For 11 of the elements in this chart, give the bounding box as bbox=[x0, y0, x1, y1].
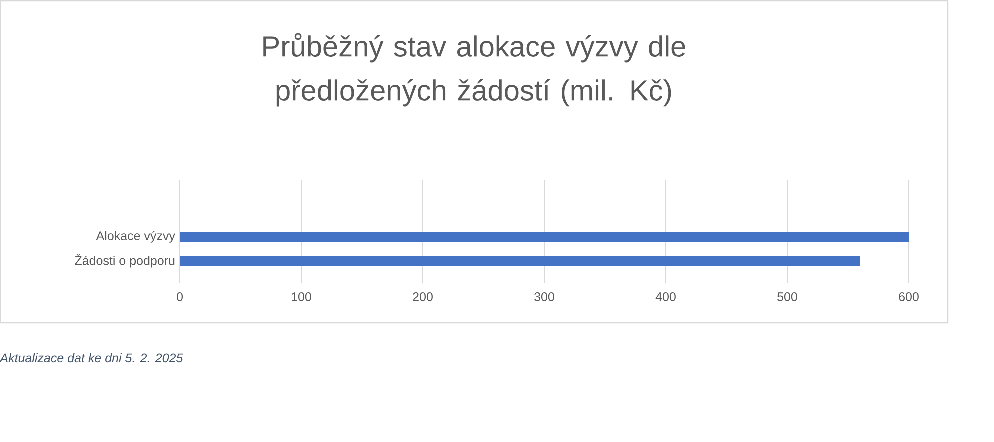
text: Aktualizace dat ke dni 5. 2. 2025 bbox=[0, 353, 184, 363]
x-tick-label: 200 bbox=[413, 292, 433, 302]
x-tick-label: 300 bbox=[534, 292, 554, 302]
x-tick-label: 0 bbox=[177, 292, 183, 302]
y-tick-label: Alokace výzvy bbox=[96, 231, 176, 243]
y-tick-label: Žádosti o podporu bbox=[75, 254, 175, 268]
chart-title: Průběžný stav alokace výzvy dle předložených žádostí (mil. Kč) bbox=[264, 33, 686, 107]
x-tick-label: 500 bbox=[778, 292, 798, 302]
x-tick-label: 400 bbox=[656, 292, 676, 302]
x-tick-label: 600 bbox=[899, 292, 919, 302]
x-tick-label: 100 bbox=[292, 292, 312, 302]
